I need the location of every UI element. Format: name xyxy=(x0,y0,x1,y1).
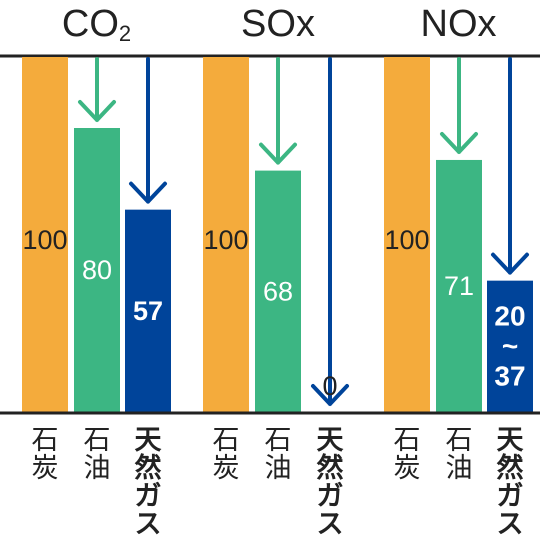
value-label: 80 xyxy=(82,255,112,285)
category-label: 然 xyxy=(497,452,524,483)
category-label: 炭 xyxy=(394,453,421,483)
bar-coal xyxy=(203,57,249,412)
bar-gas xyxy=(487,280,533,412)
value-label: 20 xyxy=(494,301,525,332)
category-label: 油 xyxy=(446,453,473,483)
category-label: 炭 xyxy=(32,453,59,483)
value-label: 37 xyxy=(494,361,525,392)
bar-oil xyxy=(436,159,482,412)
category-label: ガ xyxy=(317,481,344,511)
reduction-arrow-gas xyxy=(129,57,167,204)
category-label: 天 xyxy=(497,425,524,455)
group-title: CO2 xyxy=(62,3,131,46)
category-label: ス xyxy=(497,509,524,539)
category-label: 石 xyxy=(32,425,59,455)
bar-coal xyxy=(22,57,68,412)
category-label: 天 xyxy=(135,425,162,455)
category-label: ス xyxy=(317,509,344,539)
category-label: ス xyxy=(135,509,162,539)
category-label: 炭 xyxy=(213,453,240,483)
category-label: 石 xyxy=(394,425,421,455)
value-label: 100 xyxy=(384,225,429,255)
reduction-arrow-oil xyxy=(440,57,478,154)
value-label: 57 xyxy=(133,296,163,326)
value-label: 100 xyxy=(22,225,67,255)
group-title: NOx xyxy=(421,3,497,45)
bar-oil xyxy=(74,128,120,412)
reduction-arrow-gas xyxy=(311,57,349,406)
value-label: 71 xyxy=(444,271,474,301)
value-label: 68 xyxy=(263,276,293,306)
value-label: 0 xyxy=(322,371,337,401)
category-label: 石 xyxy=(446,425,473,455)
category-label: 然 xyxy=(317,452,344,483)
group-title: SOx xyxy=(241,3,315,45)
category-label: 然 xyxy=(135,452,162,483)
category-label: 天 xyxy=(317,425,344,455)
category-label: 石 xyxy=(84,425,111,455)
value-label: 100 xyxy=(203,225,248,255)
category-label: 油 xyxy=(84,453,111,483)
category-label: 石 xyxy=(213,425,240,455)
category-label: 油 xyxy=(265,453,292,483)
category-label: ガ xyxy=(135,481,162,511)
category-label: 石 xyxy=(265,425,292,455)
bar-gas xyxy=(125,209,171,412)
reduction-arrow-oil xyxy=(78,57,116,122)
reduction-arrow-oil xyxy=(259,57,297,165)
category-label: ガ xyxy=(497,481,524,511)
reduction-arrow-gas xyxy=(491,57,529,275)
value-label: ~ xyxy=(502,331,518,362)
bar-oil xyxy=(255,170,301,412)
bar-coal xyxy=(384,57,430,412)
